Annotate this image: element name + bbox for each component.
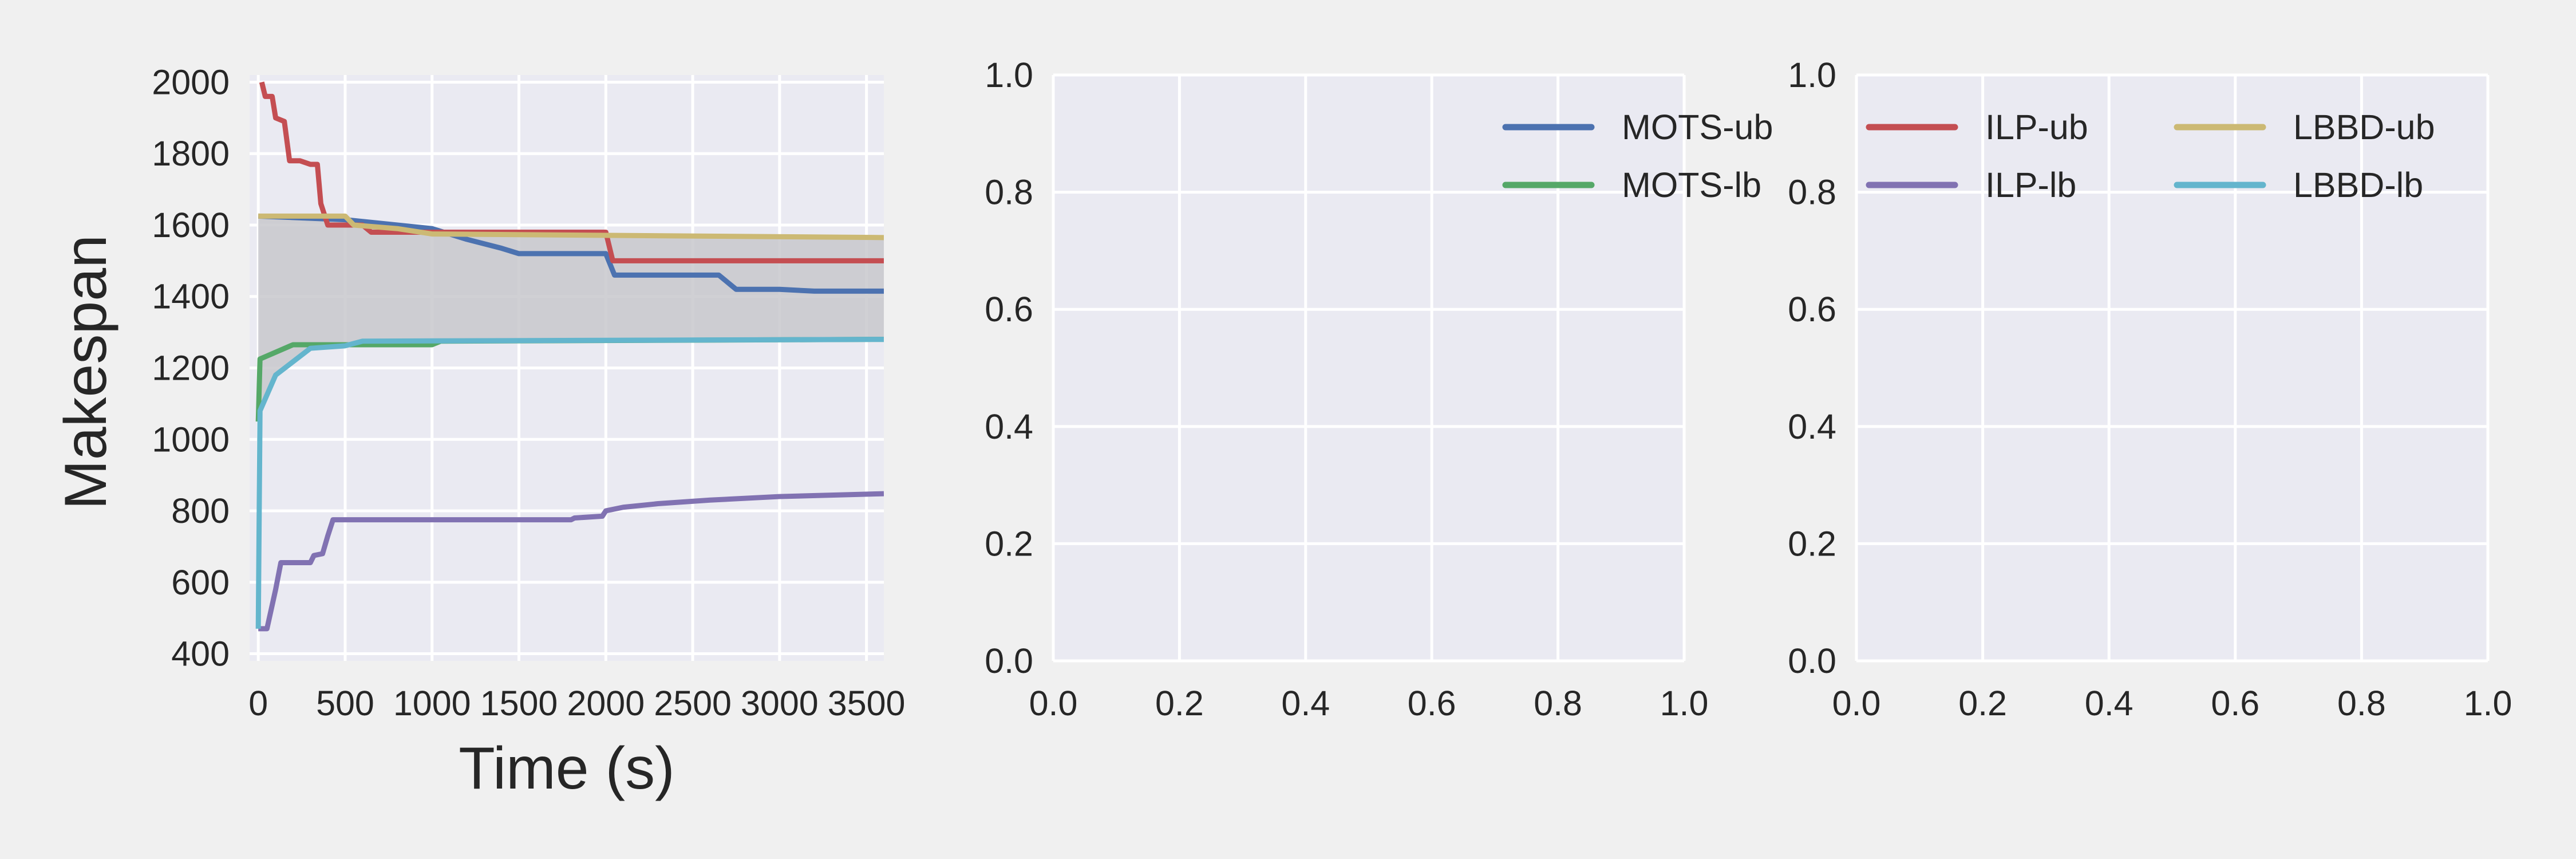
y-tick-label: 800 [171,491,230,530]
x-tick-label: 1.0 [1660,684,1709,723]
y-tick-label: 1200 [152,349,230,388]
y-tick-label: 1000 [152,420,230,459]
legend-entry: ILP-ub [1866,108,2088,147]
y-tick-label: 400 [171,635,230,673]
y-tick-label: 0.2 [1788,524,1836,563]
x-tick-labels: 0.0 0.2 0.4 0.6 0.8 1.0 [1029,684,1709,723]
x-tick-label: 3500 [828,684,906,723]
y-tick-label: 0.6 [1788,290,1836,329]
series-line-ilp-lb [258,491,884,632]
x-tick-label: 2500 [654,684,732,723]
x-tick-label: 2000 [567,684,645,723]
legend-entry: MOTS-lb [1502,166,1761,204]
x-tick-label: 500 [316,684,374,723]
legend-entry: ILP-lb [1866,166,2076,204]
y-axis-title: Makespan [53,235,119,510]
legend-label: MOTS-ub [1622,108,1773,147]
y-tick-label: 0.4 [1788,407,1836,446]
y-tick-label: 0.6 [985,290,1033,329]
x-tick-label: 0.2 [1958,684,2007,723]
series-line-lbbd-lb [255,337,884,629]
y-tick-label: 0.2 [985,524,1033,563]
x-tick-label: 0.6 [1408,684,1456,723]
x-tick-label: 0 [248,684,268,723]
y-tick-labels: 400 600 800 1000 1200 1400 1600 1800 2000 [152,62,230,673]
x-tick-label: 0.8 [1534,684,1582,723]
x-tick-label: 0.0 [1832,684,1881,723]
grid [1052,73,1686,663]
y-tick-label: 1600 [152,206,230,245]
empty-panel-2: 0.0 0.2 0.4 0.6 0.8 1.0 0.0 0.2 0.4 0.6 0.8 1.0 [985,56,1708,723]
legend-label: MOTS-lb [1622,166,1761,204]
y-tick-label: 1400 [152,277,230,316]
y-tick-labels: 0.0 0.2 0.4 0.6 0.8 1.0 [1788,56,1836,680]
x-tick-label: 1500 [480,684,558,723]
series-lines [255,81,884,632]
x-tick-label: 1.0 [2464,684,2512,723]
y-tick-labels: 0.0 0.2 0.4 0.6 0.8 1.0 [985,56,1033,680]
legend-label: LBBD-ub [2293,108,2435,147]
legend-entry: MOTS-ub [1502,108,1773,147]
plot-area [1856,75,2488,661]
legend-label: ILP-lb [1985,166,2076,204]
shaded-band [258,216,884,629]
x-tick-label: 0.4 [1281,684,1330,723]
grid [250,75,884,661]
legend-entry: LBBD-lb [2174,166,2423,204]
x-tick-label: 1000 [393,684,471,723]
y-tick-label: 0.8 [985,173,1033,212]
legend-label: ILP-ub [1985,108,2088,147]
x-tick-label: 0.4 [2085,684,2134,723]
x-tick-labels: 0 500 1000 1500 2000 2500 3000 3500 [248,684,905,723]
plot-area [1053,75,1684,661]
y-tick-label: 1.0 [985,56,1033,94]
legend-entry: LBBD-ub [2174,108,2435,147]
x-tick-labels: 0.0 0.2 0.4 0.6 0.8 1.0 [1832,684,2512,723]
empty-panel-3: 0.0 0.2 0.4 0.6 0.8 1.0 0.0 0.2 0.4 0.6 0.8 1.0 [1788,56,2512,723]
bounds-gap-band [258,216,884,629]
x-tick-label: 0.6 [2211,684,2259,723]
series-line-mots-ub [258,213,884,294]
y-tick-label: 0.0 [1788,641,1836,680]
x-axis-title: Time (s) [459,735,674,802]
legend-label: LBBD-lb [2293,166,2423,204]
y-tick-label: 1.0 [1788,56,1836,94]
x-tick-label: 3000 [741,684,819,723]
x-tick-label: 0.0 [1029,684,1078,723]
y-tick-label: 0.8 [1788,173,1836,212]
grid [1855,73,2490,663]
x-tick-label: 0.8 [2337,684,2386,723]
y-tick-label: 0.4 [985,407,1033,446]
legend: MOTS-ub MOTS-lb ILP-ub ILP-lb LBBD-ub LBBD-lb [1502,108,2435,204]
series-line-lbbd-ub [258,213,884,241]
x-tick-label: 0.2 [1155,684,1204,723]
y-tick-label: 600 [171,563,230,602]
y-tick-label: 1800 [152,134,230,173]
y-tick-label: 2000 [152,62,230,101]
makespan-panel: 0 500 1000 1500 2000 2500 3000 3500 40060080010… [53,62,905,802]
y-tick-label: 0.0 [985,641,1033,680]
